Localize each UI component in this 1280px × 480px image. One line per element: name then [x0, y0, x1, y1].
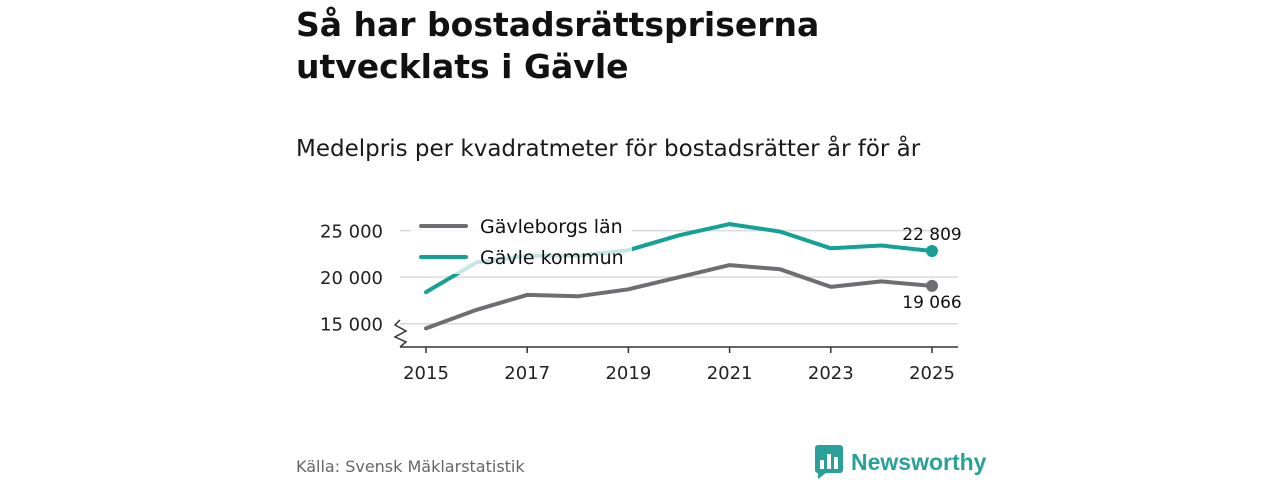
x-tick-label: 2021 [707, 363, 753, 384]
x-tick-label: 2017 [504, 363, 550, 384]
newsworthy-logo: Newsworthy [815, 445, 986, 479]
source-note: Källa: Svensk Mäklarstatistik [296, 457, 525, 476]
newsworthy-logo-icon [815, 445, 843, 479]
legend-background [410, 212, 632, 274]
x-tick-label: 2015 [403, 363, 449, 384]
x-tick-label: 2023 [808, 363, 854, 384]
chart-subtitle: Medelpris per kvadratmeter för bostadsrä… [296, 136, 921, 162]
axis-break-icon [393, 319, 408, 348]
x-tick-label: 2019 [605, 363, 651, 384]
series-end-marker [926, 245, 938, 258]
legend-label: Gävleborgs län [480, 216, 623, 238]
y-tick-label: 15 000 [320, 315, 383, 336]
x-tick-label: 2025 [909, 363, 955, 384]
y-tick-label: 25 000 [320, 222, 383, 243]
newsworthy-logo-text: Newsworthy [851, 448, 987, 475]
series-end-marker [926, 279, 938, 292]
chart-title: Så har bostadsrättspriserna utvecklats i… [296, 5, 820, 86]
legend-label: Gävle kommun [480, 247, 624, 269]
y-tick-label: 20 000 [320, 268, 383, 289]
series-line [424, 263, 934, 331]
end-value-label: 22 809 [902, 225, 961, 245]
end-value-label: 19 066 [902, 293, 961, 313]
